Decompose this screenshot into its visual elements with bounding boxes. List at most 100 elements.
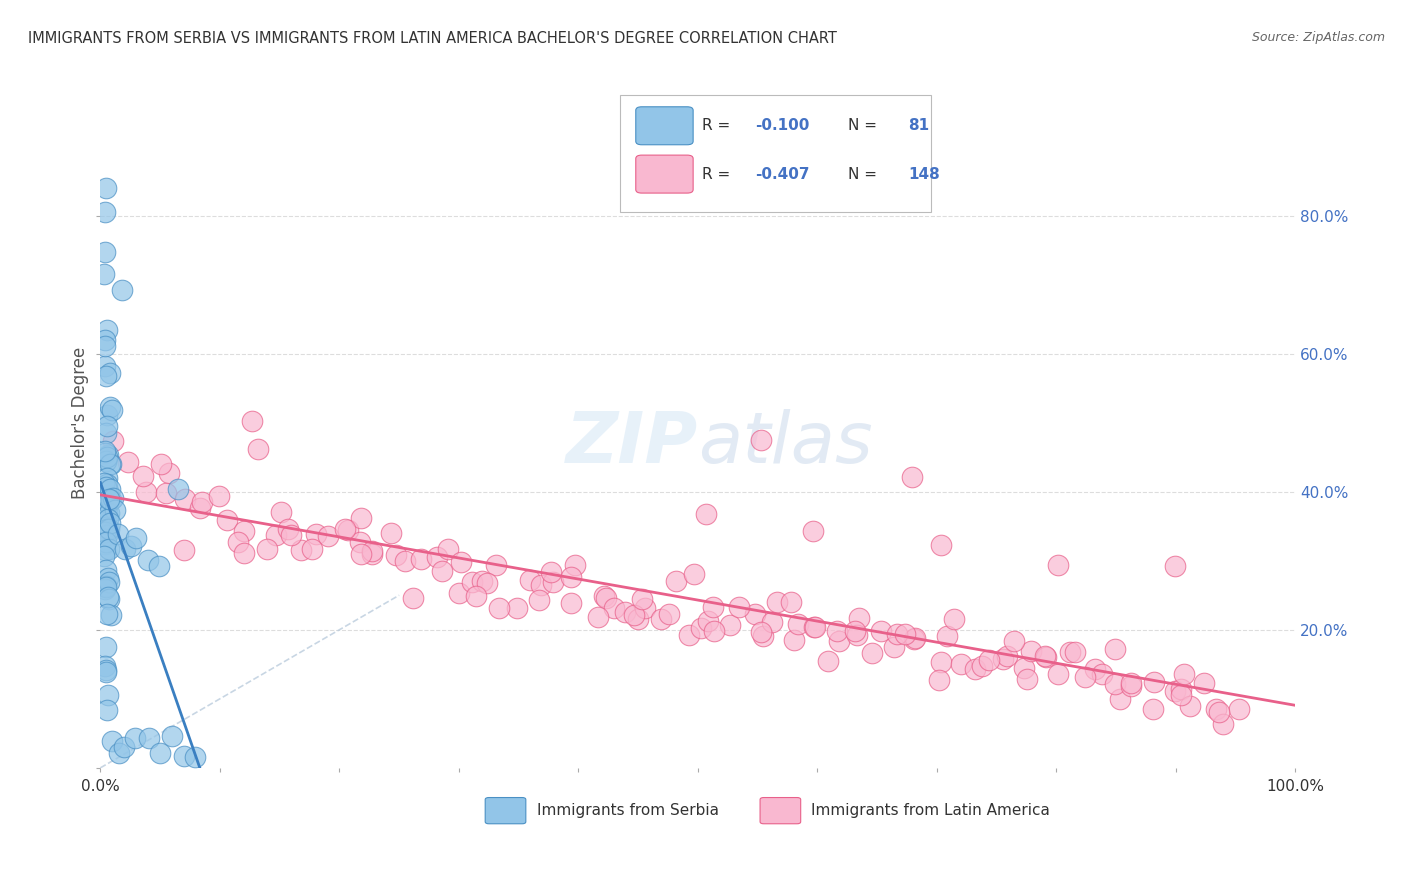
Point bbox=[1047, 666, 1070, 681]
Point bbox=[124, 731, 146, 746]
Point bbox=[1173, 667, 1195, 681]
Point bbox=[1002, 634, 1025, 648]
Point bbox=[766, 595, 789, 609]
Point bbox=[136, 553, 159, 567]
Point bbox=[744, 607, 766, 621]
Point bbox=[305, 527, 328, 541]
Point bbox=[519, 573, 541, 587]
FancyBboxPatch shape bbox=[636, 107, 693, 145]
Text: -0.100: -0.100 bbox=[755, 119, 810, 133]
Point bbox=[93, 475, 115, 490]
Point bbox=[1035, 650, 1057, 665]
Point bbox=[94, 504, 117, 518]
Point bbox=[506, 600, 529, 615]
Point bbox=[1109, 692, 1132, 706]
Point bbox=[266, 528, 288, 542]
Point bbox=[98, 516, 121, 531]
Point bbox=[107, 527, 129, 541]
Point bbox=[94, 580, 117, 594]
Point bbox=[97, 448, 120, 462]
Point bbox=[96, 450, 118, 465]
Point bbox=[560, 596, 582, 610]
Point bbox=[749, 624, 772, 639]
Point bbox=[1091, 667, 1114, 681]
Point bbox=[432, 565, 454, 579]
Point bbox=[96, 477, 118, 491]
Point bbox=[394, 554, 416, 568]
Point bbox=[94, 334, 117, 348]
Point bbox=[167, 482, 190, 496]
Point bbox=[188, 500, 211, 515]
Point bbox=[633, 600, 655, 615]
Text: R =: R = bbox=[702, 167, 734, 182]
Point bbox=[464, 589, 486, 603]
Point bbox=[101, 491, 124, 506]
Point bbox=[1119, 676, 1142, 690]
Text: N =: N = bbox=[848, 167, 883, 182]
Point bbox=[337, 524, 360, 538]
Point bbox=[98, 541, 121, 556]
Point bbox=[529, 578, 551, 592]
Point bbox=[997, 648, 1019, 663]
Point bbox=[541, 575, 564, 590]
Point bbox=[108, 746, 131, 760]
Point bbox=[280, 527, 302, 541]
Point bbox=[627, 612, 650, 626]
Point bbox=[488, 601, 510, 615]
Point bbox=[437, 542, 460, 557]
Point bbox=[901, 469, 924, 483]
Text: atlas: atlas bbox=[697, 409, 873, 478]
Point bbox=[603, 600, 626, 615]
Point bbox=[1021, 643, 1043, 657]
Point bbox=[817, 654, 839, 668]
Point bbox=[316, 529, 339, 543]
Point bbox=[385, 548, 408, 562]
Point bbox=[256, 541, 278, 556]
Point bbox=[825, 624, 848, 638]
Point bbox=[1164, 559, 1187, 574]
Point bbox=[703, 624, 725, 638]
Point bbox=[870, 624, 893, 638]
Point bbox=[94, 339, 117, 353]
Point bbox=[361, 544, 384, 558]
Point bbox=[1194, 676, 1216, 690]
Point bbox=[96, 471, 118, 485]
Point bbox=[135, 484, 157, 499]
Point bbox=[217, 513, 239, 527]
Point bbox=[97, 591, 120, 606]
Text: Immigrants from Latin America: Immigrants from Latin America bbox=[811, 803, 1050, 818]
Point bbox=[447, 586, 470, 600]
Point bbox=[94, 542, 117, 557]
Point bbox=[658, 607, 681, 622]
Point bbox=[963, 661, 986, 675]
FancyBboxPatch shape bbox=[620, 95, 931, 212]
Point bbox=[860, 647, 883, 661]
Point bbox=[350, 510, 373, 524]
Point bbox=[93, 205, 115, 219]
Point bbox=[208, 489, 231, 503]
Point bbox=[149, 458, 172, 472]
Text: 148: 148 bbox=[908, 167, 941, 182]
Point bbox=[977, 653, 1000, 667]
Point bbox=[936, 629, 959, 643]
Point bbox=[94, 369, 117, 384]
Point bbox=[184, 750, 207, 764]
Point bbox=[98, 491, 121, 506]
Point bbox=[1143, 674, 1166, 689]
Point bbox=[828, 634, 851, 648]
Point bbox=[801, 524, 824, 538]
Point bbox=[623, 608, 645, 623]
Point bbox=[101, 403, 124, 417]
Point bbox=[485, 558, 508, 572]
Point bbox=[1017, 672, 1039, 686]
Point bbox=[96, 528, 118, 542]
Text: N =: N = bbox=[848, 119, 883, 133]
Point bbox=[471, 574, 494, 588]
Point bbox=[240, 414, 263, 428]
Point bbox=[409, 551, 432, 566]
Point bbox=[943, 612, 966, 626]
Text: R =: R = bbox=[702, 119, 734, 133]
Point bbox=[848, 610, 870, 624]
Point bbox=[96, 323, 118, 337]
Point bbox=[1142, 702, 1164, 716]
